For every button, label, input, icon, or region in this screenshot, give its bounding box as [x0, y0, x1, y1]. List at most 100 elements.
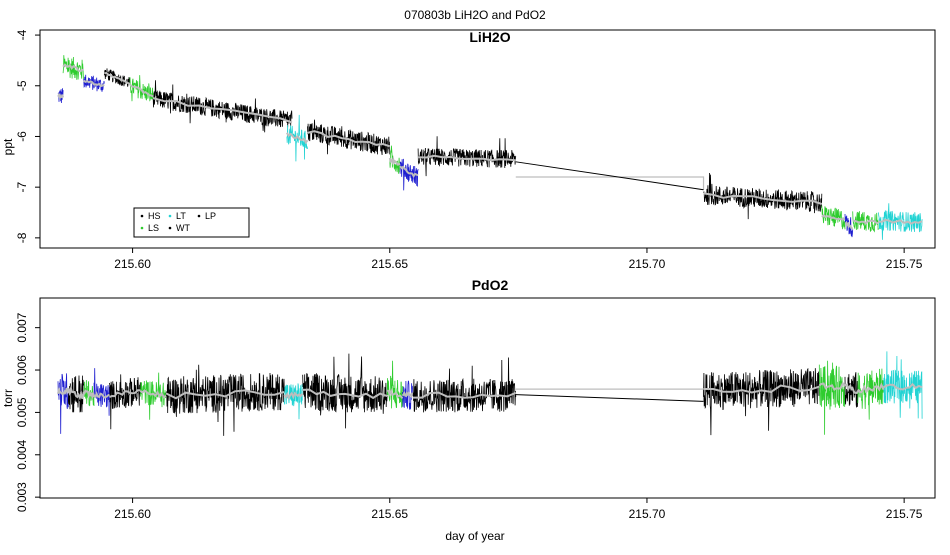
legend-box — [133, 207, 250, 238]
axes-lih2o: 215.60 215.65 215.70 215.75 -4 -5 -6 -7 -8 — [15, 29, 923, 271]
data-trace — [878, 203, 923, 240]
smoothed-trend — [82, 389, 95, 401]
smoothed-trend — [386, 388, 404, 400]
y-axis-label-lih2o: ppt — [1, 138, 15, 155]
smoothed-trend — [62, 63, 84, 73]
smoothed-trend — [57, 386, 69, 396]
gap-connector-line — [515, 161, 704, 191]
data-trace — [402, 380, 414, 410]
legend-label-lt: LT — [176, 211, 186, 221]
y-tick-label: -6 — [15, 131, 29, 142]
x-tick-label: 215.75 — [886, 257, 923, 271]
data-trace — [703, 367, 820, 436]
smoothed-trend — [83, 79, 105, 88]
panel-pdo2: PdO2 torr day of year 215.60 215.65 215.70… — [1, 277, 936, 543]
smoothed-trend — [883, 382, 923, 391]
x-tick-label: 215.65 — [371, 257, 408, 271]
panel-lih2o: LiH2O ppt 215.60 215.65 215.70 215.75 -4 -5 -6… — [1, 29, 936, 271]
data-trace — [852, 211, 879, 233]
smoothed-trend — [388, 155, 401, 166]
x-tick-label: 215.70 — [629, 257, 666, 271]
plot-frame-pdo2 — [39, 297, 936, 499]
plot-frame-lih2o — [39, 29, 936, 249]
smoothed-trend — [67, 385, 85, 401]
smoothed-trend — [818, 381, 846, 392]
smoothed-trend — [401, 390, 414, 399]
data-trace — [152, 80, 293, 133]
data-trace — [389, 145, 401, 174]
smoothed-trend — [856, 382, 885, 395]
chart-title-lih2o: LiH2O — [469, 29, 510, 45]
smoothed-trend — [283, 391, 304, 400]
smoothed-trend — [104, 71, 131, 85]
legend-label-hs: HS — [148, 211, 161, 221]
data-trace — [818, 360, 846, 435]
legend-label-wt: WT — [176, 223, 190, 233]
smoothed-trend — [844, 382, 859, 395]
data-trace — [129, 75, 154, 102]
y-tick-label: 0.004 — [15, 439, 29, 469]
data-trace — [283, 383, 303, 420]
legend: HS LS LT WT LP — [133, 207, 250, 238]
smoothed-trend — [844, 220, 854, 230]
data-trace — [412, 357, 517, 413]
figure-suptitle: 070803b LiH2O and PdO2 — [404, 8, 546, 22]
x-axis-label: day of year — [445, 529, 504, 543]
smoothed-trend — [139, 389, 167, 399]
data-trace — [302, 353, 388, 429]
data-trace — [386, 360, 403, 409]
y-tick-label: 0.006 — [15, 355, 29, 385]
smoothed-trend — [93, 390, 110, 399]
smoothed-trend — [129, 83, 154, 98]
series-pdo2 — [57, 351, 923, 436]
smoothed-trend — [821, 214, 846, 221]
smoothed-trend — [852, 219, 879, 225]
data-trace — [857, 368, 884, 420]
gap-connector-line — [515, 394, 704, 402]
legend-marker-wt — [168, 226, 172, 230]
chart-title-pdo2: PdO2 — [472, 277, 509, 293]
y-tick-label: -7 — [15, 182, 29, 193]
legend-label-lp: LP — [205, 211, 216, 221]
y-tick-label: 0.007 — [15, 312, 29, 342]
y-axis-label-pdo2: torr — [1, 389, 15, 407]
legend-marker-lp — [197, 214, 201, 218]
smoothed-trend — [152, 97, 293, 124]
axes-pdo2: 215.60 215.65 215.70 215.75 0.003 0.004 0.005 0… — [15, 312, 923, 521]
data-trace — [286, 114, 308, 162]
smoothed-trend — [703, 192, 823, 205]
x-tick-label: 215.75 — [886, 507, 923, 521]
gap-box-line — [515, 176, 705, 190]
series-lih2o — [57, 55, 923, 240]
smoothed-trend — [165, 389, 285, 400]
data-trace — [703, 172, 823, 220]
data-trace — [57, 373, 69, 434]
x-tick-label: 215.60 — [114, 257, 151, 271]
smoothed-trend — [399, 165, 419, 178]
x-tick-label: 215.60 — [114, 507, 151, 521]
data-trace — [844, 372, 859, 408]
data-trace — [165, 364, 285, 436]
y-tick-label: 0.005 — [15, 397, 29, 427]
legend-marker-lt — [168, 214, 172, 218]
smoothed-trend — [302, 388, 388, 400]
smoothed-trend — [878, 218, 923, 225]
legend-marker-ls — [140, 226, 144, 230]
smoothed-trend — [418, 154, 516, 162]
smoothed-trend — [412, 391, 517, 399]
smoothed-trend — [703, 384, 820, 394]
legend-marker-hs — [140, 214, 144, 218]
data-trace — [62, 55, 84, 80]
y-tick-label: -5 — [15, 80, 29, 91]
smoothed-trend — [57, 92, 65, 100]
y-tick-label: -8 — [15, 232, 29, 243]
x-tick-label: 215.65 — [371, 507, 408, 521]
data-trace — [883, 351, 923, 419]
data-trace — [109, 374, 141, 430]
smoothed-trend — [109, 389, 141, 399]
legend-label-ls: LS — [148, 223, 159, 233]
smoothed-trend — [286, 132, 309, 145]
x-tick-label: 215.70 — [629, 507, 666, 521]
